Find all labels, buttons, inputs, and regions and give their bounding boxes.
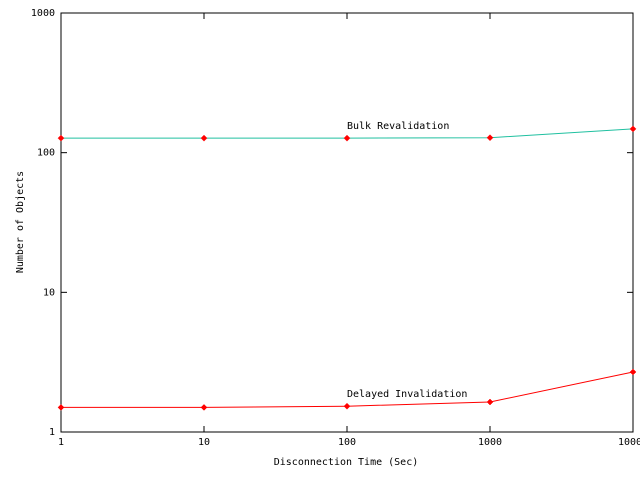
y-tick-label: 1	[49, 427, 55, 438]
y-tick-label: 100	[37, 148, 55, 159]
data-point	[343, 134, 351, 142]
series-label: Bulk Revalidation	[347, 121, 449, 132]
data-point	[486, 134, 494, 142]
data-point	[629, 125, 637, 133]
x-tick-label: 10000	[618, 437, 640, 448]
x-tick-label: 1	[58, 437, 64, 448]
data-point	[200, 134, 208, 142]
x-tick-label: 10	[198, 437, 210, 448]
y-axis-title: Number of Objects	[15, 171, 26, 273]
series-label: Delayed Invalidation	[347, 389, 467, 400]
data-point	[57, 134, 65, 142]
y-tick-label: 10	[43, 287, 55, 298]
data-point	[629, 368, 637, 376]
data-point	[343, 402, 351, 410]
data-point	[200, 404, 208, 411]
x-tick-label: 100	[338, 437, 356, 448]
x-tick-label: 1000	[478, 437, 502, 448]
y-tick-label: 1000	[31, 8, 55, 19]
x-axis-title: Disconnection Time (Sec)	[274, 457, 419, 468]
data-point	[486, 398, 494, 406]
data-point	[57, 404, 65, 411]
